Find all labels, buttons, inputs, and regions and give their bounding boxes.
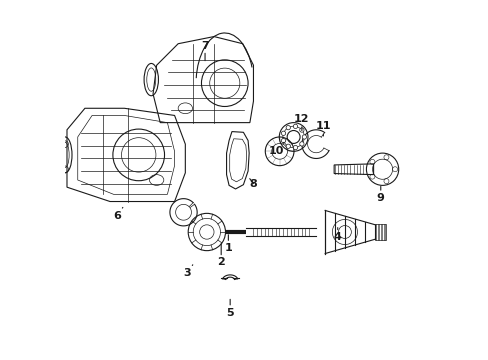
Text: 1: 1 <box>224 235 232 253</box>
Text: 5: 5 <box>226 299 233 318</box>
Text: 4: 4 <box>333 228 341 242</box>
Circle shape <box>281 139 285 143</box>
Circle shape <box>299 142 304 146</box>
Text: 3: 3 <box>183 265 192 278</box>
Text: 11: 11 <box>315 121 330 136</box>
Text: 6: 6 <box>113 207 122 221</box>
Circle shape <box>285 126 290 130</box>
Text: 7: 7 <box>201 41 208 61</box>
Circle shape <box>281 131 285 135</box>
Text: 2: 2 <box>217 244 224 267</box>
Text: 9: 9 <box>376 186 384 203</box>
Circle shape <box>293 124 297 129</box>
Circle shape <box>285 144 290 148</box>
Circle shape <box>293 145 297 150</box>
Circle shape <box>302 135 306 139</box>
Circle shape <box>299 128 304 132</box>
Text: 8: 8 <box>249 179 257 189</box>
Text: 12: 12 <box>293 114 309 131</box>
Text: 10: 10 <box>268 142 284 156</box>
